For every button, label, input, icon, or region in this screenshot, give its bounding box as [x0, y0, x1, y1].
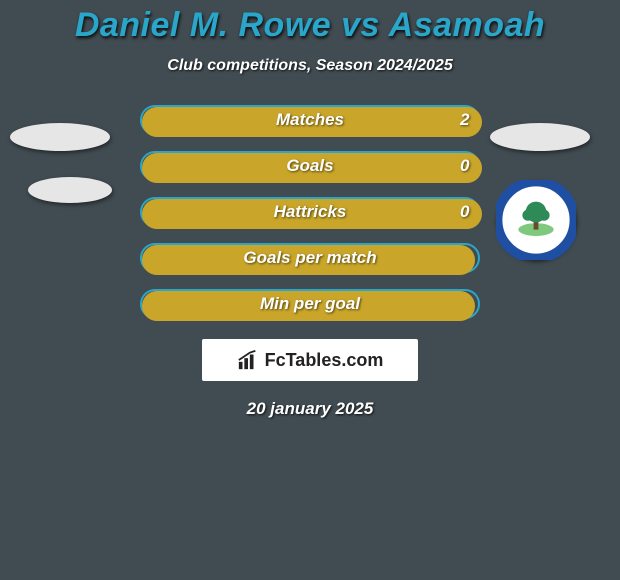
stat-row: Goals0	[0, 149, 620, 195]
stat-rows-container: Matches2Goals0Hattricks0Goals per matchM…	[0, 103, 620, 333]
stat-row: Min per goal	[0, 287, 620, 333]
stat-value: 0	[460, 197, 469, 227]
site-logo: FcTables.com	[0, 339, 620, 381]
stat-row: Matches2	[0, 103, 620, 149]
stats-chart: WIGAN ATHLETIC Matches2Goals0Hattricks0G…	[0, 103, 620, 333]
page-root: Daniel M. Rowe vs Asamoah Club competiti…	[0, 0, 620, 580]
site-logo-text: FcTables.com	[265, 350, 384, 371]
stat-label: Goals	[140, 151, 480, 181]
stat-row: Hattricks0	[0, 195, 620, 241]
stat-label: Min per goal	[140, 289, 480, 319]
page-title: Daniel M. Rowe vs Asamoah	[0, 0, 620, 45]
bars-icon	[237, 349, 259, 371]
stat-label: Hattricks	[140, 197, 480, 227]
page-subtitle: Club competitions, Season 2024/2025	[0, 57, 620, 75]
site-logo-box: FcTables.com	[202, 339, 418, 381]
stat-value: 2	[460, 105, 469, 135]
stat-row: Goals per match	[0, 241, 620, 287]
snapshot-date: 20 january 2025	[0, 399, 620, 419]
stat-label: Goals per match	[140, 243, 480, 273]
stat-value: 0	[460, 151, 469, 181]
stat-label: Matches	[140, 105, 480, 135]
